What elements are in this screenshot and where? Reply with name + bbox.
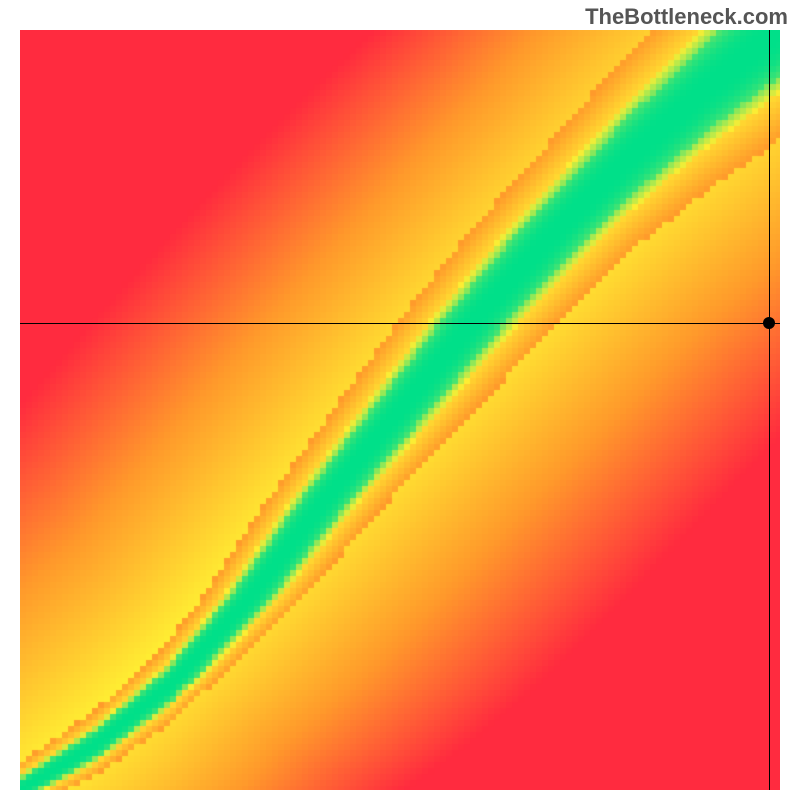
chart-container: TheBottleneck.com — [0, 0, 800, 800]
heatmap-canvas — [20, 30, 780, 790]
crosshair-vertical — [769, 30, 770, 790]
plot-area — [20, 30, 780, 790]
watermark-text: TheBottleneck.com — [585, 4, 788, 30]
crosshair-horizontal — [20, 323, 780, 324]
crosshair-marker — [763, 317, 775, 329]
